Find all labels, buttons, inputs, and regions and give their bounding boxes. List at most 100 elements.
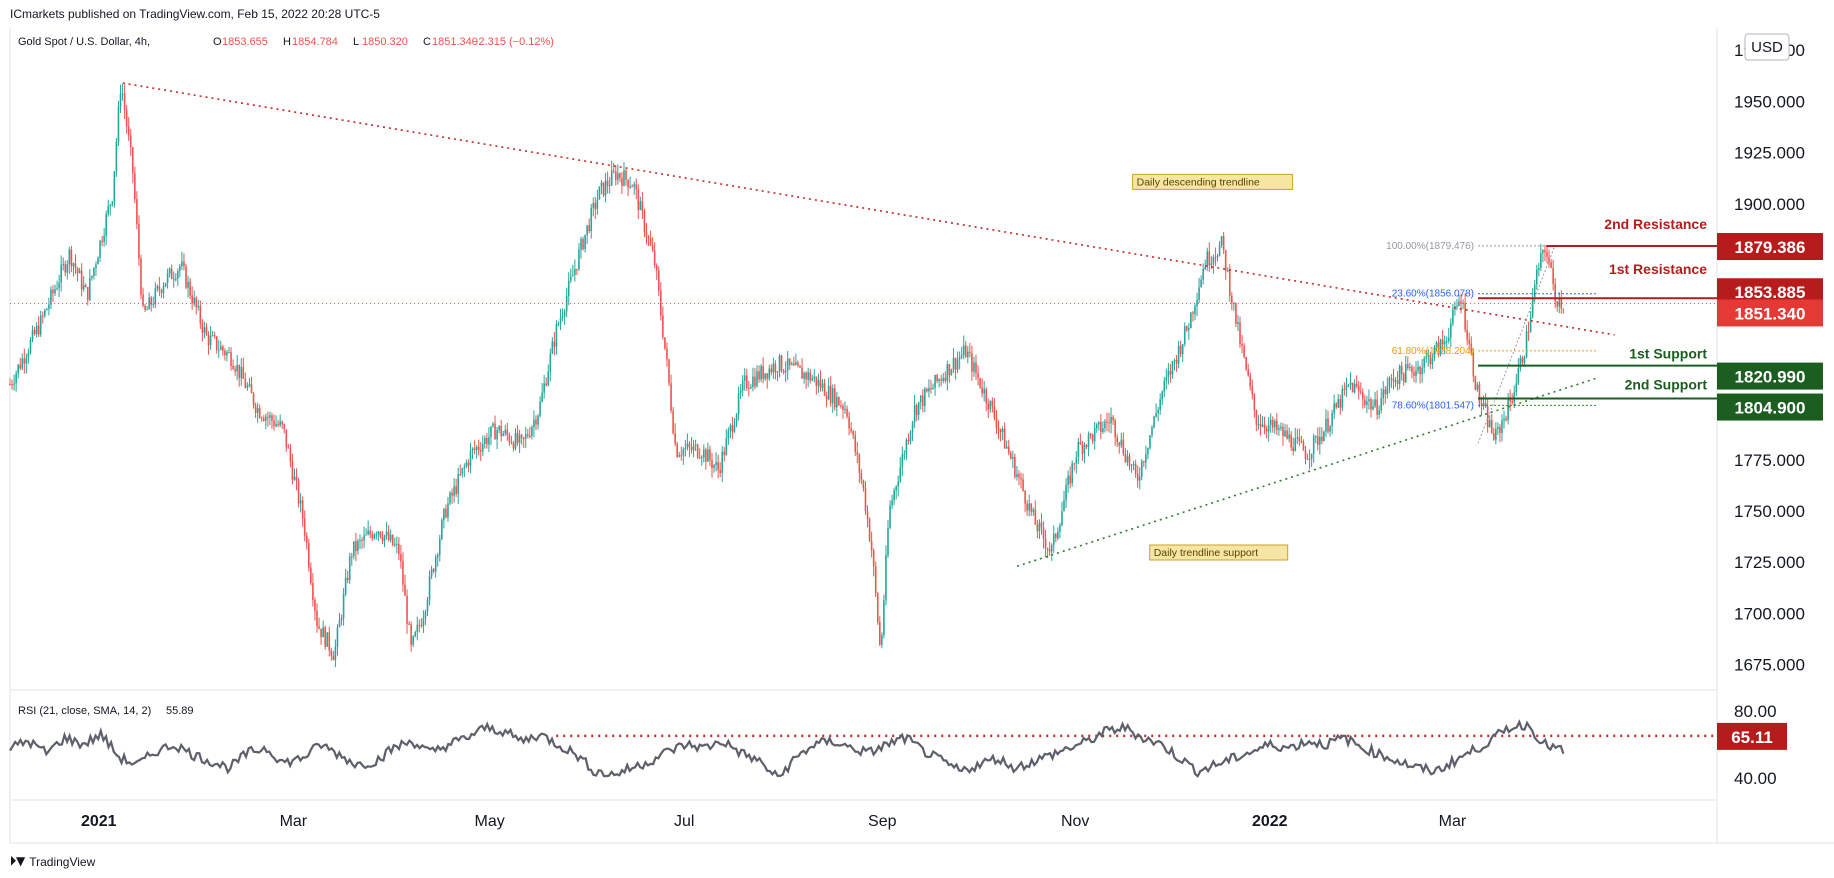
candle-body (514, 432, 517, 449)
candle-body (195, 297, 198, 308)
candle-body (678, 455, 681, 457)
candle-body (655, 265, 658, 271)
candle-body (177, 270, 179, 279)
candle-body (445, 508, 447, 518)
candle-body (27, 352, 30, 359)
candle-body (1079, 442, 1082, 445)
candle-body (639, 201, 642, 210)
candle-body (1071, 463, 1073, 484)
candle-body (1523, 357, 1526, 363)
candle-body (823, 383, 826, 396)
candle-body (1005, 446, 1008, 449)
candle-body (203, 327, 206, 333)
candle-body (1124, 453, 1127, 462)
price-tick: 1925.000 (1734, 144, 1805, 163)
candle-body (35, 325, 38, 335)
candle-body (1490, 419, 1493, 433)
candle-body (1427, 354, 1430, 357)
candle-body (402, 561, 404, 585)
candle-body (289, 448, 292, 462)
candle-body (621, 177, 623, 186)
candle-body (952, 358, 955, 370)
candle-body (876, 593, 879, 623)
candle-body (312, 583, 314, 601)
candle-body (942, 377, 945, 381)
candle-body (140, 258, 142, 295)
candle-body (283, 424, 286, 430)
candle-body (559, 317, 562, 324)
candle-body (1196, 299, 1198, 307)
candle-body (252, 393, 255, 406)
candle-body (856, 452, 859, 455)
candle-body (52, 289, 54, 294)
candle-body (64, 264, 67, 273)
candle-body (1413, 372, 1415, 376)
candle-body (1310, 453, 1313, 459)
candle-body (316, 610, 318, 627)
candle-body (1065, 484, 1067, 501)
candle-body (383, 535, 386, 541)
candle-body (662, 315, 664, 338)
candle-body (815, 376, 818, 386)
candle-body (1200, 279, 1202, 288)
candle-body (962, 345, 965, 356)
candle-body (299, 500, 302, 504)
brand-label: TradingView (29, 854, 96, 869)
candle-body (230, 352, 232, 366)
candle-body (1417, 366, 1419, 371)
candle-body (862, 480, 865, 489)
candle-body (56, 288, 58, 290)
candle-body (1415, 370, 1417, 376)
candle-body (215, 336, 218, 350)
candle-body (1480, 403, 1483, 406)
candle-body (1147, 447, 1149, 455)
candle-body (981, 387, 983, 394)
candle-body (868, 519, 871, 541)
candle-body (385, 531, 388, 536)
candle-body (1130, 464, 1133, 466)
price-chart[interactable]: Gold Spot / U.S. Dollar, 4h, O 1853.655 H 1… (0, 0, 1834, 850)
candle-body (670, 383, 672, 411)
candle-body (367, 530, 369, 535)
currency-badge[interactable]: USD (1751, 39, 1783, 56)
candle-body (481, 444, 484, 452)
candle-body (758, 371, 760, 380)
candle-body (1265, 428, 1268, 432)
candle-body (1278, 428, 1280, 431)
candle-body (973, 362, 975, 372)
candle-body (359, 539, 361, 541)
time-tick: Jul (674, 813, 694, 830)
currency-badge-box[interactable] (1744, 33, 1790, 61)
candle-body (490, 426, 492, 437)
candle-body (238, 364, 241, 379)
candle-body (674, 433, 676, 444)
candle-body (258, 408, 261, 418)
candle-body (1118, 442, 1121, 446)
candle-body (944, 377, 947, 381)
candle-body (1267, 424, 1270, 432)
candle-body (1198, 287, 1200, 300)
candle-body (1474, 376, 1477, 390)
trendline (122, 82, 1615, 336)
candle-body (1081, 444, 1084, 454)
candle-body (919, 395, 922, 403)
candle-body (1347, 384, 1350, 386)
candle-body (745, 375, 748, 389)
candle-body (1456, 306, 1458, 308)
candle-body (1226, 270, 1229, 272)
tradingview-brand[interactable]: ⏵▼ TradingView (10, 854, 95, 869)
candle-body (336, 627, 339, 647)
candle-body (930, 387, 932, 390)
candle-body (1183, 326, 1186, 345)
candle-body (924, 388, 926, 406)
price-label-value: 1820.990 (1735, 368, 1806, 387)
candle-body (267, 416, 269, 418)
candle-body (543, 383, 545, 393)
candle-body (1556, 301, 1559, 307)
candle-body (273, 420, 275, 427)
candle-body (1024, 490, 1026, 504)
candle-body (418, 624, 421, 626)
candle-body (958, 357, 961, 360)
candle-body (721, 451, 724, 473)
candle-body (449, 492, 451, 504)
